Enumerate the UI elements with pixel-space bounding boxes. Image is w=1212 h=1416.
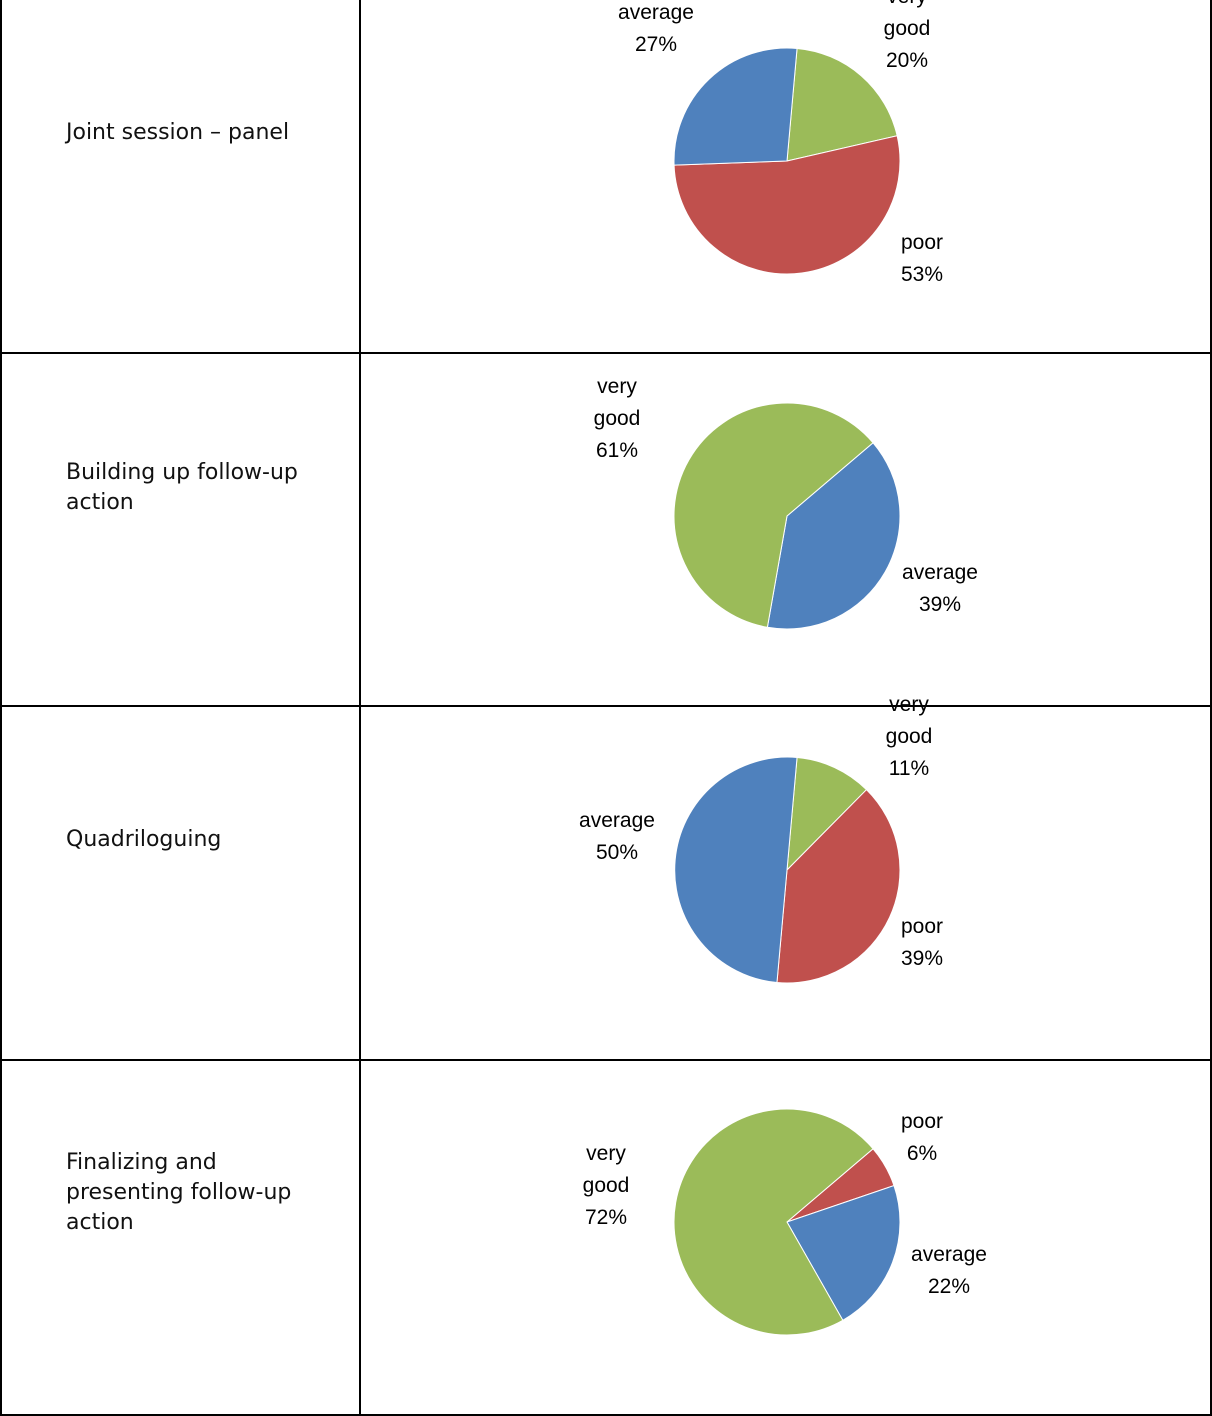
table-border-left — [0, 0, 2, 1416]
pie-data-label: average 50% — [579, 809, 655, 864]
pie-slice-very-good — [786, 47, 898, 162]
pie-data-label: verygood20% — [884, 0, 931, 72]
row-label-building-up: Building up follow-up action — [66, 460, 298, 515]
row-label-joint-session: Joint session – panel — [66, 120, 290, 145]
pie-slice-very-good — [673, 402, 874, 628]
pie-chart-2: average 39% very good 61% — [594, 375, 978, 630]
row-label-quadriloguing: Quadriloguing — [66, 827, 222, 852]
pie-slice-average — [674, 756, 798, 984]
pie-chart-3: very good 11% poor 39% average 50% — [579, 693, 943, 984]
pie-data-label: poor 53% — [901, 231, 943, 286]
row-label-finalizing: Finalizing and presenting follow-up acti… — [66, 1150, 292, 1235]
table-row-divider — [0, 705, 1212, 707]
pie-data-label: average 27% — [618, 1, 694, 56]
pie-slice-average — [786, 1184, 901, 1321]
table-border-bottom — [0, 1414, 1212, 1416]
table-row-divider — [0, 1059, 1212, 1061]
table-row-divider — [0, 352, 1212, 354]
pie-data-label: average 39% — [902, 561, 978, 616]
pie-data-label: very good 72% — [583, 1142, 630, 1229]
table-border-right — [1210, 0, 1212, 1416]
pie-slice-very-good — [786, 756, 868, 872]
table-column-divider — [359, 0, 361, 1416]
pie-slice-very-good — [673, 1108, 874, 1336]
pie-data-label: average 22% — [911, 1243, 987, 1298]
pie-data-label: poor 39% — [901, 915, 943, 970]
pie-slice-poor — [776, 788, 901, 984]
pie-data-label: very good 11% — [886, 693, 933, 780]
pie-slice-poor — [673, 135, 901, 275]
pie-data-label: very good 61% — [594, 375, 641, 462]
pie-slice-average — [766, 442, 901, 630]
pie-slice-average — [673, 47, 798, 166]
pie-data-label: poor 6% — [901, 1110, 943, 1165]
pie-chart-4: poor 6% average 22% very good 72% — [583, 1108, 987, 1336]
